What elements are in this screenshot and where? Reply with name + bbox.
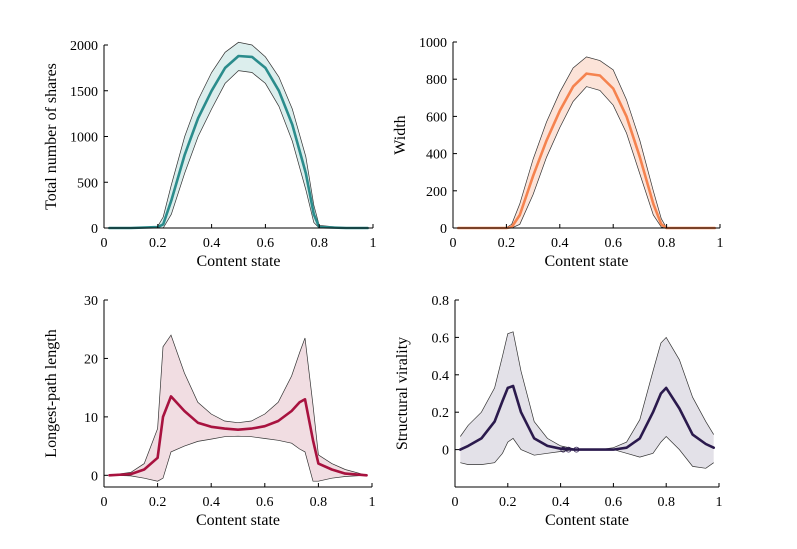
y-tick-label: 30 [84, 294, 98, 309]
y-axis-label: Total number of shares [43, 63, 60, 210]
x-tick-label: 0.4 [551, 236, 569, 251]
axes: 0 0.2 0.4 0.6 0.8 1 0 0.2 0.4 0.6 0.8 [432, 294, 723, 510]
y-tick-label: 0 [91, 222, 98, 237]
band-area [109, 42, 368, 228]
y-tick-label: 1000 [70, 131, 98, 146]
x-axis-label: Content state [196, 512, 280, 529]
x-tick-label: 1 [717, 236, 724, 251]
y-tick-label: 400 [426, 148, 447, 163]
y-tick-label: 0 [91, 469, 98, 484]
x-axis-label: Content state [197, 253, 281, 270]
mean-series-line [108, 54, 369, 230]
x-tick-label: 0.2 [498, 236, 516, 251]
y-tick-label: 0.8 [432, 294, 450, 309]
x-tick-label: 1 [716, 495, 723, 510]
band-area [109, 335, 367, 482]
x-tick-label: 0.2 [149, 236, 167, 251]
x-tick-label: 0 [452, 495, 459, 510]
y-tick-label: 0.2 [432, 406, 450, 421]
y-tick-label: 0 [440, 222, 447, 237]
x-tick-label: 0 [101, 495, 108, 510]
zero-marker [565, 446, 572, 453]
x-tick-label: 0.8 [658, 236, 676, 251]
band-upper-edge [458, 56, 715, 229]
y-tick-label: 0.4 [432, 369, 450, 384]
x-axis-label: Content state [545, 253, 629, 270]
band-lower-edge [109, 435, 367, 482]
y-tick-label: 20 [84, 352, 98, 367]
y-tick-label: 800 [426, 73, 447, 88]
y-tick-label: 1500 [70, 85, 98, 100]
band-area [460, 331, 714, 469]
confidence-band [109, 334, 367, 482]
x-tick-label: 0.2 [149, 495, 167, 510]
y-tick-label: 600 [426, 110, 447, 125]
x-tick-label: 0.4 [552, 495, 570, 510]
mean-line [456, 72, 717, 230]
band-lower-edge [458, 86, 715, 229]
band-lower-edge [109, 70, 368, 229]
x-tick-label: 0.8 [310, 236, 328, 251]
x-tick-label: 0 [101, 236, 108, 251]
mean-series-line [456, 72, 717, 230]
mean-series-line [108, 395, 368, 477]
axes: 0 0.2 0.4 0.6 0.8 1 0 200 400 600 800 1000 [419, 36, 724, 251]
x-tick-label: 0.6 [257, 236, 275, 251]
x-tick-label: 1 [369, 495, 376, 510]
x-tick-label: 0.2 [499, 495, 517, 510]
y-axis-label: Width [392, 115, 409, 154]
x-tick-label: 1 [370, 236, 377, 251]
x-tick-label: 0.4 [203, 236, 221, 251]
y-tick-label: 0 [442, 444, 449, 459]
mean-series-line [458, 384, 716, 451]
x-axis-label: Content state [545, 512, 629, 529]
mean-line [458, 384, 716, 453]
confidence-band [460, 331, 714, 469]
confidence-band [109, 41, 368, 229]
y-tick-label: 10 [84, 411, 98, 426]
y-tick-label: 2000 [70, 39, 98, 54]
y-axis-label: Structural virality [394, 337, 411, 450]
panel-total-shares: 0 0.2 0.4 0.6 0.8 1 0 500 1000 1500 2000 Content s… [43, 39, 377, 270]
x-tick-label: 0 [450, 236, 457, 251]
zero-marker [573, 446, 580, 453]
x-tick-label: 0.6 [256, 495, 274, 510]
x-tick-label: 0.6 [604, 236, 622, 251]
x-tick-label: 0.6 [605, 495, 623, 510]
panel-structural-virality: 0 0.2 0.4 0.6 0.8 1 0 0.2 0.4 0.6 0.8 Content stat… [394, 294, 723, 529]
axes: 0 0.2 0.4 0.6 0.8 1 0 500 1000 1500 2000 [70, 39, 377, 251]
confidence-band [458, 56, 715, 229]
x-tick-label: 0.8 [657, 495, 675, 510]
band-upper-edge [109, 41, 368, 229]
x-tick-label: 0.4 [202, 495, 220, 510]
mean-line [108, 54, 369, 230]
x-tick-label: 0.8 [310, 495, 328, 510]
band-area [458, 56, 715, 229]
band-upper-edge [109, 334, 367, 476]
panel-width: 0 0.2 0.4 0.6 0.8 1 0 200 400 600 800 1000 Content … [392, 36, 724, 270]
y-tick-label: 0.6 [432, 331, 450, 346]
mean-line [108, 395, 368, 477]
y-tick-label: 500 [77, 176, 98, 191]
y-axis-label: Longest-path length [43, 329, 60, 457]
y-tick-label: 200 [426, 185, 447, 200]
y-tick-label: 1000 [419, 36, 447, 51]
